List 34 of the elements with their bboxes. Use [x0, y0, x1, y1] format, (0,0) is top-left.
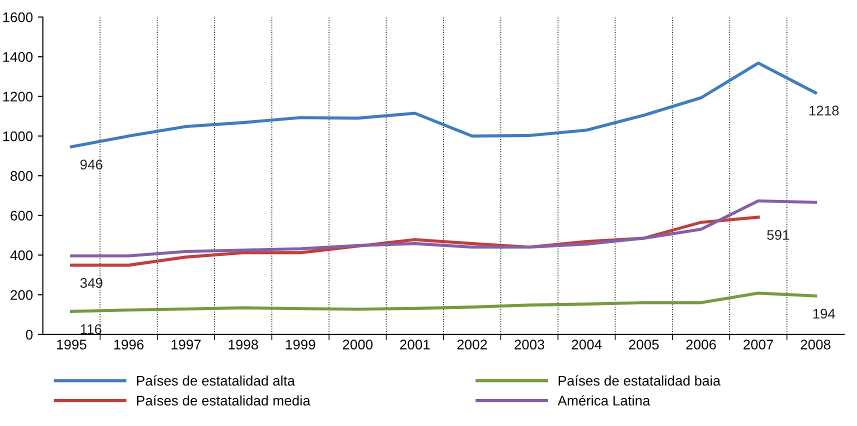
data-label: 946 [80, 160, 102, 170]
legend-label: Países de estatalidad media [137, 395, 310, 406]
y-tick-label: 400 [10, 250, 33, 260]
x-tick-label: 2008 [800, 340, 830, 350]
x-tick-label: 1995 [57, 340, 86, 350]
line-series [70, 199, 818, 258]
x-tick-label: 2004 [572, 340, 602, 350]
x-tick-label: 2007 [744, 340, 774, 350]
x-tick-label: 2002 [457, 340, 487, 350]
x-tick-label: 2003 [514, 340, 544, 350]
x-tick-label: 2000 [342, 340, 373, 350]
x-tick-label: 1998 [228, 340, 258, 350]
y-tick-label: 1200 [3, 92, 33, 102]
x-tick-label: 1999 [286, 340, 316, 350]
y-tick-label: 800 [10, 171, 33, 181]
data-label: 116 [80, 324, 102, 334]
y-tick-label: 0 [26, 330, 33, 340]
legend-label: América Latina [558, 395, 650, 406]
x-tick-label: 2005 [629, 340, 659, 350]
x-tick-label: 2006 [686, 340, 716, 350]
y-tick-label: 600 [10, 210, 33, 221]
x-tick-label: 2001 [400, 340, 430, 350]
x-tick-label: 1997 [172, 340, 201, 350]
data-label: 591 [767, 230, 790, 240]
y-tick-label: 1600 [3, 12, 33, 22]
data-label: 194 [813, 308, 836, 319]
x-tick-label: 1996 [114, 340, 144, 350]
data-label: 349 [80, 278, 102, 288]
legend-label: Países de estatalidad alta [137, 375, 295, 386]
y-tick-label: 1400 [3, 52, 33, 62]
data-label: 1218 [809, 106, 839, 116]
legend-label: Países de estatalidad baia [558, 375, 721, 386]
y-tick-label: 200 [10, 290, 33, 300]
y-tick-label: 1000 [3, 131, 33, 142]
